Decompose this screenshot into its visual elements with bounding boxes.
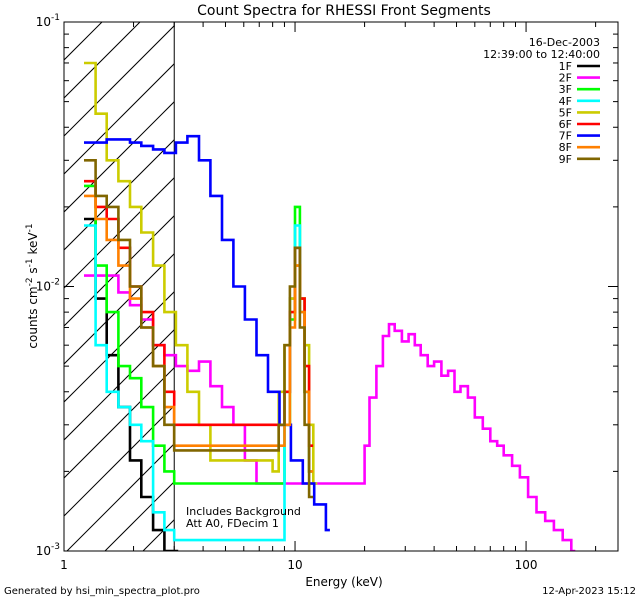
legend-label-9F: 9F (559, 153, 572, 166)
footer-timestamp: 12-Apr-2023 15:12 (542, 586, 636, 597)
legend-label-1F: 1F (559, 60, 572, 73)
series-line-2F (84, 274, 576, 551)
y-axis-label-exp1: -2 (25, 277, 35, 286)
y-axis-label-tail: keV (26, 232, 40, 259)
legend-label-6F: 6F (559, 118, 572, 131)
annotation-attenuator: Att A0, FDecim 1 (186, 517, 279, 530)
series-group (84, 61, 576, 551)
x-tick-label: 10 (287, 558, 302, 572)
series-line-9F (84, 159, 314, 499)
time-range-label: 12:39:00 to 12:40:00 (483, 48, 600, 61)
legend-label-8F: 8F (559, 141, 572, 154)
x-axis-label: Energy (keV) (305, 575, 382, 589)
legend-label-4F: 4F (559, 95, 572, 108)
x-tick-label: 1 (60, 558, 68, 572)
legend-label-5F: 5F (559, 106, 572, 119)
y-axis-label-base: counts cm (26, 286, 40, 348)
date-label: 16-Dec-2003 (529, 36, 600, 49)
y-tick-label: 10-1 (36, 13, 60, 29)
y-axis-label: counts cm-2 s-1 keV-1 (25, 223, 40, 348)
legend-label-3F: 3F (559, 83, 572, 96)
y-tick-label: 10-3 (36, 542, 60, 558)
legend-label-2F: 2F (559, 72, 572, 85)
y-tick-label: 10-2 (36, 278, 60, 294)
chart-title: Count Spectra for RHESSI Front Segments (197, 3, 491, 19)
axis-ticks: 1 10 100 10-3 10-2 10-1 (36, 13, 618, 572)
footer-generated-by: Generated by hsi_min_spectra_plot.pro (4, 586, 200, 597)
y-axis-label-exp2: -1 (25, 258, 35, 267)
series-line-1F (84, 217, 179, 551)
plot-frame (63, 21, 619, 552)
x-tick-label: 100 (515, 558, 538, 572)
series-line-7F (84, 134, 330, 532)
legend-label-7F: 7F (559, 130, 572, 143)
annotation-background: Includes Background (186, 505, 301, 518)
y-axis-label-exp3: -1 (25, 223, 35, 232)
y-axis-label-mid: s (26, 267, 40, 277)
series-line-5F (84, 61, 318, 485)
